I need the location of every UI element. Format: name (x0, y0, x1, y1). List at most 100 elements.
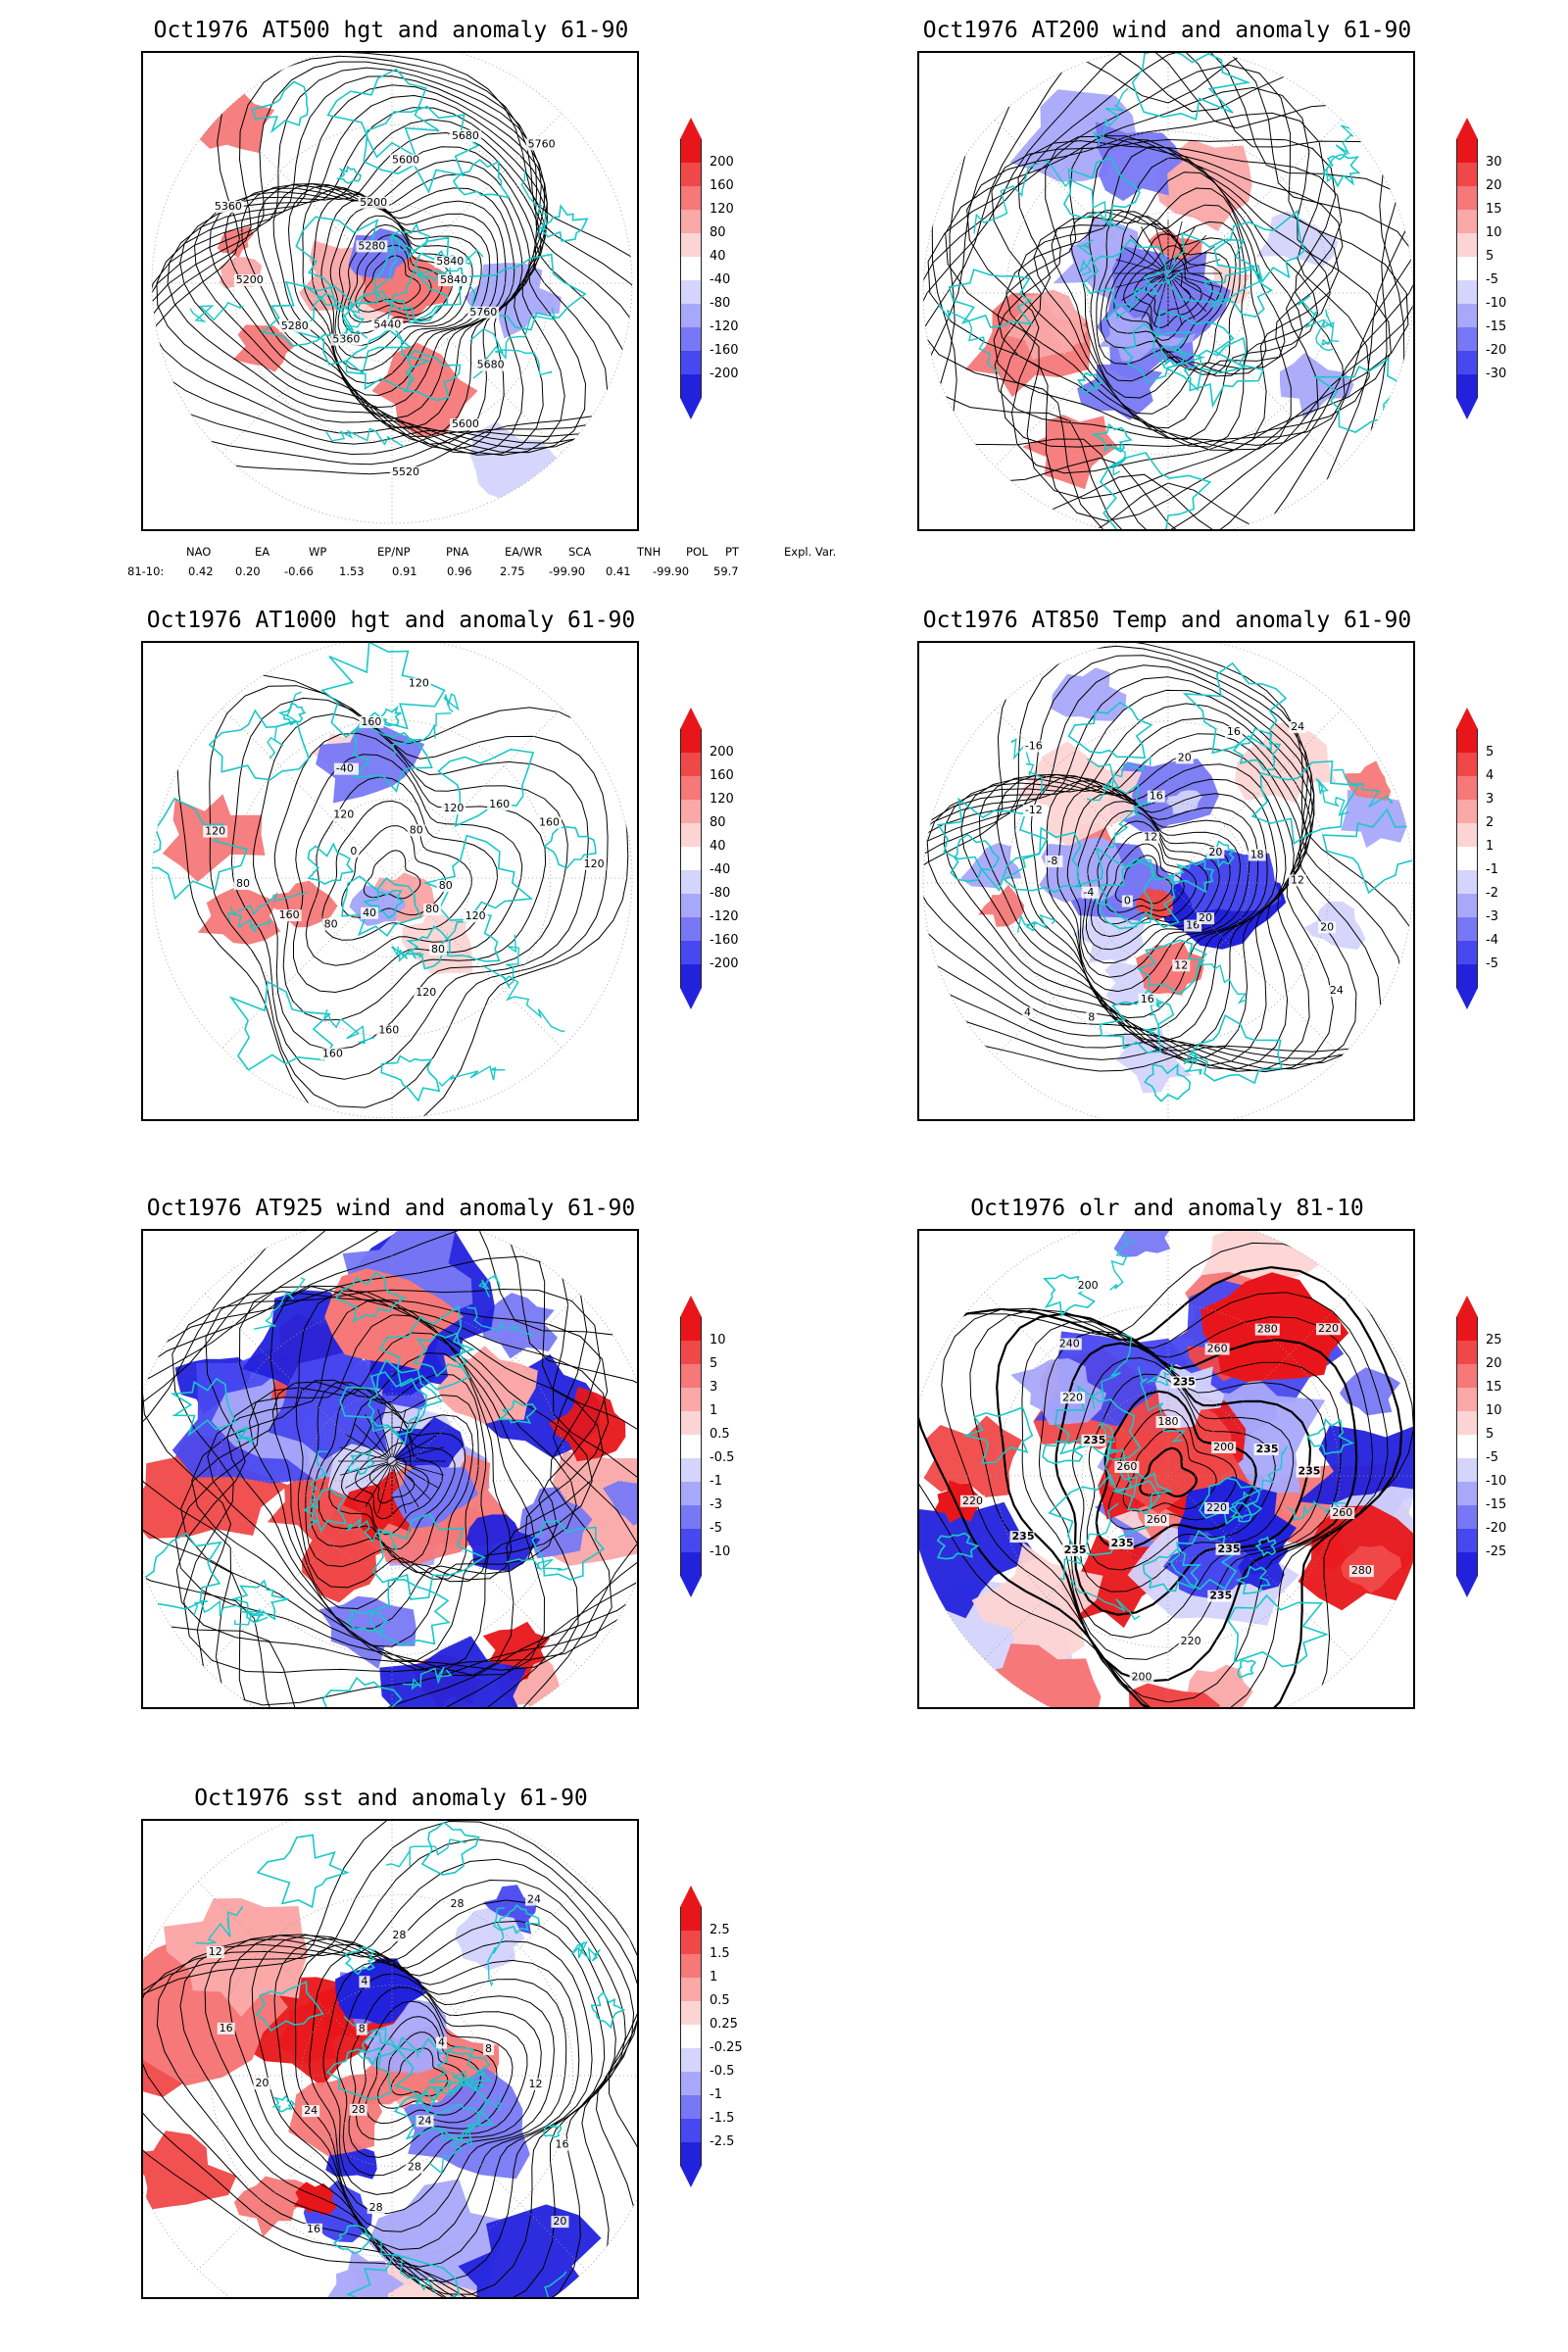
contour (996, 1312, 1358, 1683)
coastline (390, 268, 449, 321)
contour-label-bg (525, 138, 558, 151)
contour-label: 4 (438, 2035, 445, 2048)
border-line (1091, 1333, 1133, 1409)
contour (926, 703, 1312, 1070)
contour-label-bg (1204, 1501, 1230, 1514)
map-frame: 16 12 16 8 4 0 -4 -8 -12 -16 12 16 20 16 24 20 18 12 20 24 2… (917, 641, 1415, 1121)
anomaly-core (164, 1898, 309, 2018)
border-line (346, 1517, 398, 1551)
colorbar-swatch (680, 304, 702, 327)
contour-labels: 80801201601604080160801200120-4016012080… (203, 677, 607, 1060)
contour-lines (923, 643, 1413, 1073)
coastlines (164, 53, 589, 448)
colorbar-label: 15 (1486, 202, 1502, 217)
contour (302, 188, 499, 397)
streamline (392, 1408, 407, 1458)
colorbar-label: -120 (710, 909, 739, 924)
colorbar-label: -1 (710, 1474, 722, 1489)
colorbar-swatch (1456, 847, 1478, 870)
contour-label-bg (959, 1494, 985, 1507)
colorbar-label: 10 (710, 1333, 726, 1348)
coastline (369, 1578, 451, 1646)
streamline (175, 1291, 609, 1671)
contour-label: 120 (443, 802, 464, 814)
contour-label: 280 (1257, 1323, 1278, 1336)
coastline (435, 913, 501, 962)
contour-label-bg (206, 1946, 224, 1959)
colorbar-label: -5 (1486, 1450, 1498, 1465)
contour-label-bg (1315, 1323, 1341, 1336)
contour-label: 24 (1291, 720, 1304, 733)
contour (923, 645, 1406, 1060)
border-line (325, 427, 405, 448)
coastline (343, 1945, 376, 1976)
colorbar-swatch (1456, 327, 1478, 351)
coastline (1144, 1062, 1192, 1102)
border-line (1333, 768, 1394, 808)
border-line (392, 712, 452, 757)
streamline (945, 86, 1392, 500)
contour-label: 5520 (392, 466, 419, 478)
coastline (1254, 1536, 1277, 1557)
contour (978, 748, 1295, 1052)
coastline (307, 842, 355, 885)
contour-label: 120 (416, 986, 436, 999)
contour-label: 5280 (281, 319, 309, 332)
contour-label-bg (1330, 1507, 1355, 1520)
contour-label: 280 (1351, 1564, 1372, 1577)
contour-label-bg (435, 2036, 447, 2049)
colorbar-label: 30 (1486, 155, 1502, 170)
index-header: POL (686, 545, 709, 559)
colorbar-label: 120 (710, 202, 734, 217)
colorbar-swatch (1456, 1482, 1478, 1505)
contour-label: 20 (1199, 911, 1212, 924)
colorbar-swatch (680, 823, 702, 847)
coastline (1082, 238, 1168, 306)
coastline (1199, 1477, 1261, 1526)
border-line (443, 693, 460, 712)
contour-label-bg (1056, 1338, 1082, 1350)
latitude-circle (151, 643, 633, 1119)
contour (336, 1973, 528, 2177)
contour-label-bg (551, 2216, 569, 2229)
contour (1104, 843, 1185, 913)
colorbar-label: 1 (1486, 839, 1494, 854)
colorbar-label: -2.5 (710, 2134, 735, 2149)
colorbar-swatch (680, 1388, 702, 1411)
contour-label-bg (361, 906, 379, 919)
colorbar-label: 120 (710, 792, 734, 807)
colorbar-min-arrow (1456, 398, 1478, 419)
contour-label: 80 (236, 877, 250, 890)
colorbar-label: -2 (1486, 886, 1498, 901)
coastline (357, 2032, 398, 2067)
contour (1114, 855, 1173, 905)
contour-label: 235 (1218, 1543, 1241, 1555)
colorbar-swatch (1456, 210, 1478, 233)
border-line (391, 946, 424, 963)
colorbar-swatch (1456, 304, 1478, 327)
panel-title: Oct1976 sst and anomaly 61-90 (194, 1786, 588, 1811)
map-frame: 5840 5760 5680 5600 5520 5440 5360 5280 5200 5360… (141, 51, 639, 531)
coastline (380, 1054, 441, 1102)
contour-label-bg (406, 677, 431, 690)
colorbar-max-arrow (680, 1886, 702, 1907)
colorbar-label: -15 (1486, 1497, 1507, 1512)
colorbar-label: 3 (1486, 792, 1494, 807)
index-header: Expl. Var. (784, 545, 837, 559)
panel-wind925: Oct1976 AT925 wind and anomaly 61-90 10 5 3… (141, 1188, 935, 1737)
colorbar-swatch (680, 1341, 702, 1364)
contour (1090, 820, 1209, 938)
border-line (402, 1666, 453, 1690)
colorbar-max-arrow (680, 708, 702, 729)
map-frame: 80 80 120 160 160 40 80 160 80 120 0 120 -40 160 120 80… (141, 641, 639, 1121)
polar-stereographic-map: 260 235 235 235 220 260 235 220 240 200 180 235 260 2… (919, 1231, 1413, 1707)
contour-label-bg (1207, 1590, 1233, 1602)
coastline (542, 203, 589, 242)
contour-label: 235 (1083, 1434, 1105, 1446)
negative-anomaly-area (1339, 1367, 1400, 1416)
contour-label: 24 (1330, 984, 1344, 997)
border-line (973, 162, 1040, 234)
coastline (393, 2036, 487, 2115)
colorbar-max-arrow (680, 118, 702, 139)
